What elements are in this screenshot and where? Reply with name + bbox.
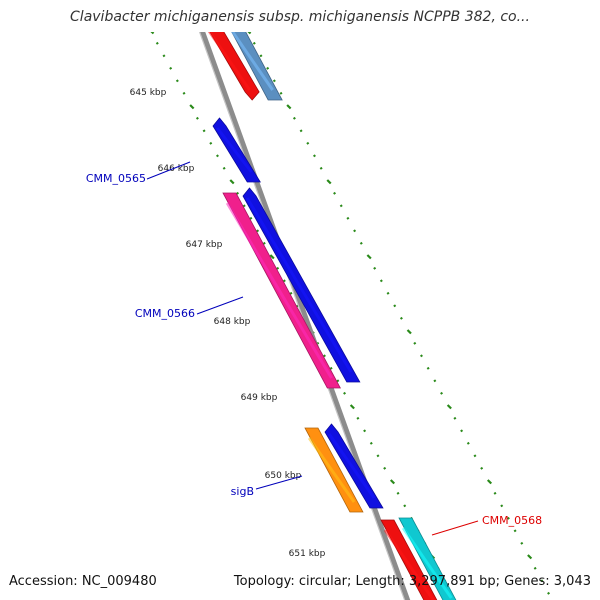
gene-arrow bbox=[207, 32, 260, 101]
gene-label-cmm-0566: CMM_0566 bbox=[135, 296, 244, 320]
gene-name-label: CMM_0565 bbox=[86, 172, 146, 185]
gene-arrow bbox=[398, 517, 457, 600]
accession-text: Accession: NC_009480 bbox=[9, 574, 157, 589]
gene-arrow bbox=[380, 519, 438, 600]
leader-line bbox=[255, 475, 303, 490]
gene-arrow bbox=[242, 187, 361, 383]
gene-arrow bbox=[212, 117, 261, 183]
gene-name-label: CMM_0566 bbox=[135, 307, 195, 320]
outer-tick-line bbox=[247, 32, 551, 595]
kbp-tick-label: 646 kbp bbox=[158, 164, 195, 174]
map-title: Clavibacter michiganensis subsp. michiga… bbox=[70, 9, 530, 25]
leader-line bbox=[196, 296, 244, 315]
gene-arrow bbox=[230, 32, 283, 101]
kbp-tick-label: 647 kbp bbox=[186, 240, 223, 250]
gene-name-label: sigB bbox=[231, 485, 254, 498]
gene-name-label: CMM_0568 bbox=[482, 514, 542, 527]
kbp-tick-label: 645 kbp bbox=[130, 88, 167, 98]
kbp-tick-label: 651 kbp bbox=[289, 549, 326, 559]
gene-label-sigb: sigB bbox=[231, 475, 303, 498]
gene-label-cmm-0565: CMM_0565 bbox=[86, 161, 191, 185]
gene-arrow bbox=[324, 423, 384, 509]
map-canvas: 645 kbp 646 kbp 647 kbp 648 kbp 649 kbp 650 k… bbox=[86, 32, 551, 600]
gene-arrow bbox=[222, 192, 341, 389]
inner-tick-line bbox=[150, 32, 447, 583]
backbone-strand bbox=[199, 32, 411, 600]
leader-line bbox=[146, 161, 191, 180]
gene-arrow bbox=[304, 427, 364, 513]
kbp-tick-label: 649 kbp bbox=[241, 393, 278, 403]
kbp-tick-label: 650 kbp bbox=[265, 471, 302, 481]
genome-summary-text: Topology: circular; Length: 3,297,891 bp… bbox=[233, 574, 591, 589]
kbp-tick-label: 648 kbp bbox=[214, 317, 251, 327]
gene-label-cmm-0568: CMM_0568 bbox=[431, 514, 542, 536]
leader-line bbox=[431, 520, 479, 536]
